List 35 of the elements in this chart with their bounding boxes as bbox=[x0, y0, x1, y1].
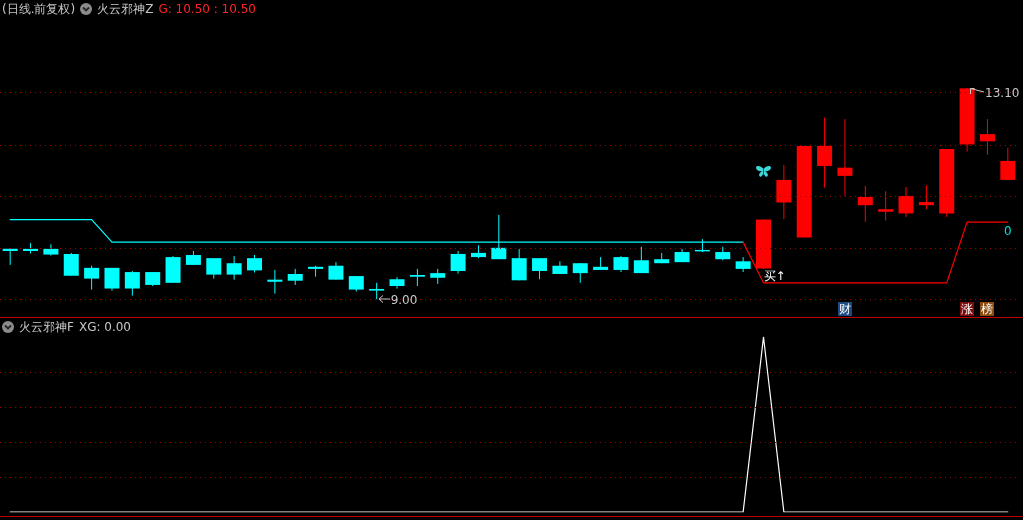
candlestick bbox=[918, 184, 934, 210]
text: XG: 0.00 bbox=[78, 320, 132, 334]
candlestick bbox=[979, 118, 995, 156]
candlestick bbox=[226, 255, 242, 281]
candlestick bbox=[776, 164, 792, 220]
candlestick bbox=[837, 118, 853, 197]
candlestick bbox=[206, 257, 222, 280]
annotation: 0 bbox=[1003, 224, 1012, 239]
text: 榜 bbox=[980, 302, 995, 316]
candlestick bbox=[633, 246, 649, 274]
annotation: 买↑ bbox=[763, 268, 786, 283]
chart-title: 火云邪神F bbox=[19, 320, 74, 334]
candlestick bbox=[124, 270, 140, 297]
chart-subtitle: 火云邪神Z bbox=[97, 2, 154, 16]
candlestick bbox=[817, 117, 833, 189]
candlestick bbox=[511, 248, 527, 281]
annotation: 9.00 bbox=[390, 292, 418, 307]
text: G: 10.50 : 10.50 bbox=[158, 2, 256, 16]
candlestick bbox=[84, 265, 100, 291]
chart-title: (日线.前复权) bbox=[2, 2, 76, 16]
candlestick bbox=[735, 256, 751, 273]
candlestick bbox=[63, 252, 79, 277]
candlestick bbox=[389, 276, 405, 290]
candlestick bbox=[878, 190, 894, 222]
candlestick bbox=[532, 257, 548, 280]
candlestick bbox=[43, 243, 59, 257]
text: 涨 bbox=[960, 302, 975, 316]
candlestick bbox=[857, 185, 873, 223]
text: 财 bbox=[837, 302, 852, 316]
candlestick bbox=[898, 186, 914, 218]
candlestick bbox=[1000, 147, 1016, 181]
candlestick bbox=[572, 262, 588, 284]
candlestick bbox=[450, 250, 466, 275]
annotation: 13.10 bbox=[985, 85, 1020, 100]
candlestick bbox=[267, 269, 283, 295]
